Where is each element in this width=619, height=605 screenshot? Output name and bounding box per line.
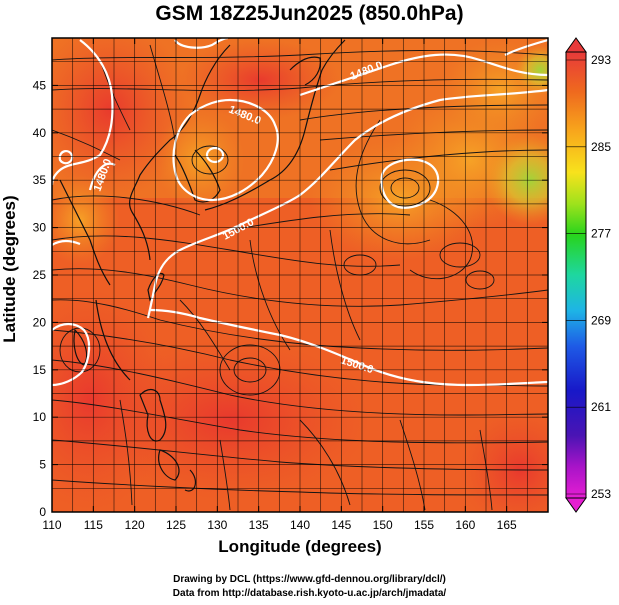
x-axis-label: Longitude (degrees) (218, 537, 382, 556)
x-tick-label: 145 (331, 518, 351, 532)
x-tick-label: 140 (290, 518, 310, 532)
colorbar-tick-label: 293 (591, 53, 611, 67)
x-tick-label: 155 (414, 518, 434, 532)
colorbar-tick-label: 253 (591, 487, 611, 501)
x-tick-labels: 110 115 120 125 130 135 140 145 150 155 160 165 (42, 38, 517, 532)
y-tick-label: 25 (33, 268, 47, 282)
x-tick-label: 110 (42, 518, 61, 532)
colorbar-ticks: 293 285 277 269 261 253 (566, 53, 611, 501)
y-tick-label: 5 (39, 458, 46, 472)
colorbar-tick-label: 269 (591, 313, 611, 327)
plot-frame (51, 37, 549, 513)
y-tick-labels: 0 5 10 15 20 25 30 35 40 45 (33, 78, 548, 519)
colorbar: 293 285 277 269 261 253 (565, 37, 611, 513)
x-tick-label: 115 (84, 518, 103, 532)
y-tick-label: 20 (33, 315, 47, 329)
x-tick-label: 150 (373, 518, 393, 532)
x-tick-label: 125 (166, 518, 186, 532)
height-contours (52, 38, 548, 387)
colorbar-scale (565, 51, 587, 499)
x-tick-label: 160 (455, 518, 475, 532)
x-tick-label: 130 (207, 518, 227, 532)
colorbar-tick-label: 277 (591, 227, 611, 241)
colorbar-tick-label: 285 (591, 140, 611, 154)
y-tick-label: 0 (39, 505, 46, 519)
y-tick-label: 30 (33, 221, 47, 235)
x-tick-label: 120 (125, 518, 145, 532)
map-grid (51, 37, 549, 513)
y-tick-label: 45 (33, 78, 47, 92)
y-tick-label: 15 (33, 363, 47, 377)
credit-drawing: Drawing by DCL (https://www.gfd-dennou.o… (173, 574, 446, 585)
credit-data: Data from http://database.rish.kyoto-u.a… (172, 588, 447, 599)
y-tick-label: 40 (33, 126, 47, 140)
colorbar-bottom-arrow (565, 497, 587, 513)
y-tick-label: 10 (33, 410, 47, 424)
x-tick-label: 165 (497, 518, 517, 532)
y-tick-label: 35 (33, 173, 47, 187)
colorbar-top-arrow (565, 37, 587, 53)
x-tick-label: 135 (249, 518, 269, 532)
colorbar-tick-label: 261 (591, 400, 611, 414)
chart-title: GSM 18Z25Jun2025 (850.0hPa) (155, 2, 464, 25)
